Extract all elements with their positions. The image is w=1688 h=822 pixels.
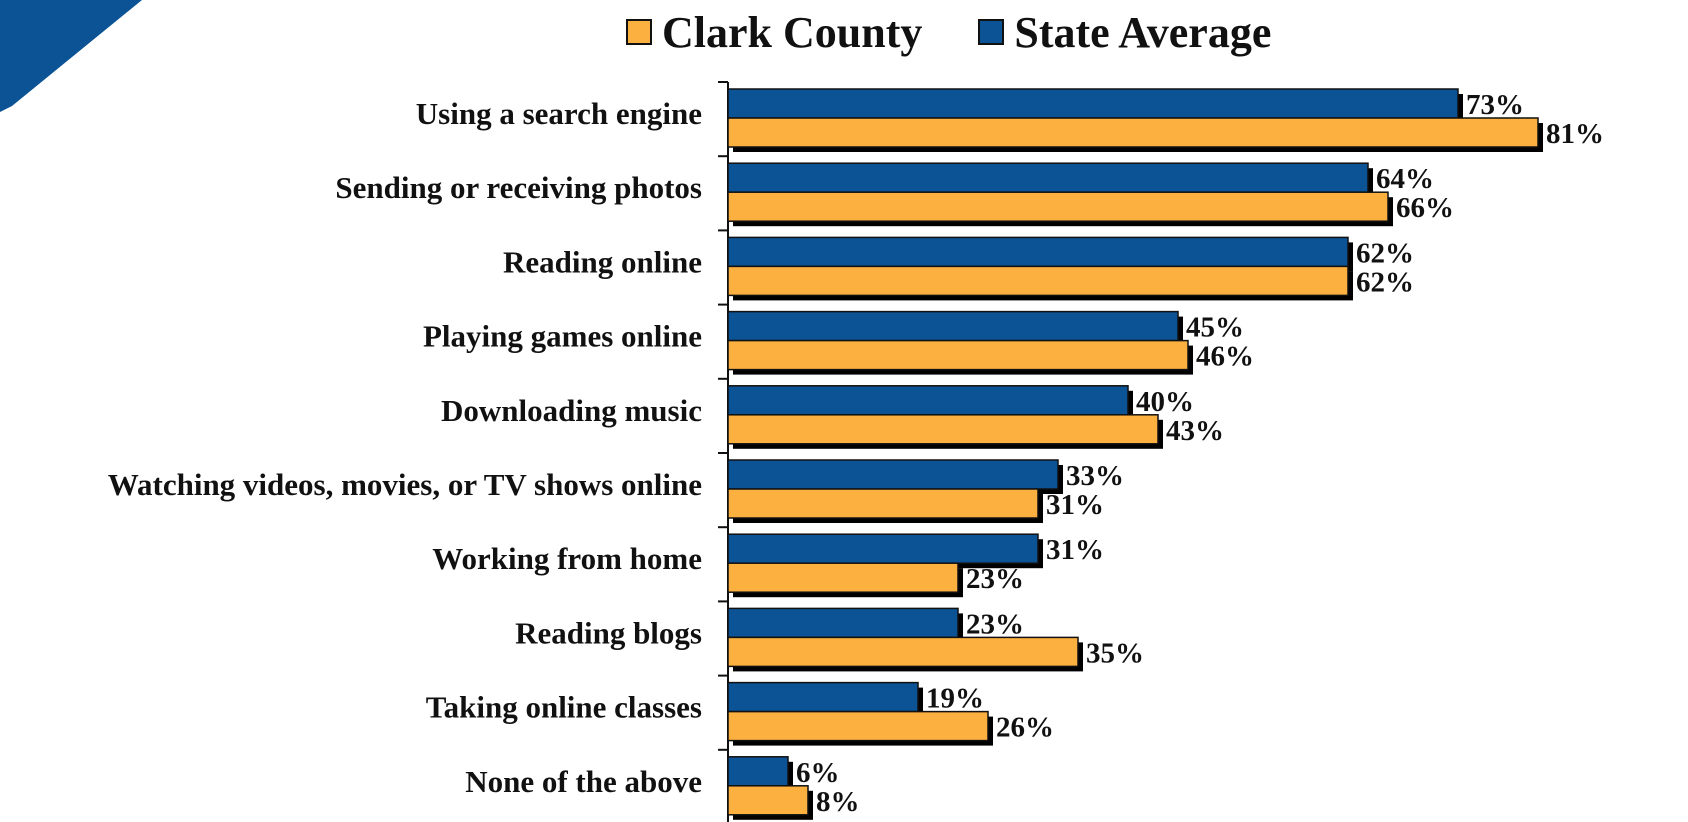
- bar-clark-county-sending-or-receiving-photos: [727, 191, 1389, 222]
- bar-state-average-reading-online: [727, 236, 1349, 268]
- legend-swatch-state-average: [978, 19, 1005, 45]
- bar-clark-county-reading-online: [727, 265, 1349, 297]
- bar-state-average-using-a-search-engine: [727, 88, 1459, 119]
- bar-state-average-playing-games-online: [727, 310, 1179, 342]
- value-label-state-average-playing-games-online: 45%: [1186, 312, 1244, 344]
- value-label-clark-county-playing-games-online: 46%: [1196, 341, 1254, 373]
- value-label-state-average-taking-online-classes: 19%: [926, 683, 984, 715]
- bar-state-average-downloading-music: [727, 385, 1129, 416]
- legend: Clark County State Average: [626, 4, 1327, 60]
- category-label-sending-or-receiving-photos: Sending or receiving photos: [335, 170, 702, 205]
- bar-state-average-none-of-the-above: [727, 756, 789, 787]
- category-label-none-of-the-above: None of the above: [465, 764, 702, 799]
- value-label-clark-county-watching-videos-movies-or-tv-shows-online: 31%: [1046, 489, 1104, 521]
- bar-state-average-working-from-home: [727, 533, 1039, 564]
- category-label-using-a-search-engine: Using a search engine: [416, 96, 702, 131]
- bar-clark-county-watching-videos-movies-or-tv-shows-online: [727, 488, 1039, 519]
- legend-label-state-average: State Average: [1014, 7, 1272, 57]
- value-label-state-average-using-a-search-engine: 73%: [1466, 89, 1524, 121]
- value-label-clark-county-sending-or-receiving-photos: 66%: [1396, 192, 1454, 224]
- category-label-reading-online: Reading online: [503, 244, 702, 279]
- category-label-playing-games-online: Playing games online: [423, 319, 702, 354]
- bar-clark-county-playing-games-online: [727, 339, 1189, 371]
- bar-state-average-taking-online-classes: [727, 681, 919, 713]
- bar-state-average-sending-or-receiving-photos: [727, 162, 1369, 193]
- category-label-downloading-music: Downloading music: [441, 393, 702, 428]
- category-label-reading-blogs: Reading blogs: [515, 615, 702, 650]
- bar-clark-county-downloading-music: [727, 414, 1159, 445]
- category-label-watching-videos-movies-or-tv-shows-online: Watching videos, movies, or TV shows onl…: [108, 467, 702, 502]
- legend-item-clark-county: Clark County: [626, 7, 922, 58]
- legend-label-clark-county: Clark County: [662, 7, 923, 57]
- value-label-clark-county-none-of-the-above: 8%: [816, 786, 860, 818]
- value-label-clark-county-reading-online: 62%: [1356, 266, 1414, 298]
- value-label-clark-county-taking-online-classes: 26%: [996, 712, 1054, 744]
- bar-clark-county-reading-blogs: [727, 636, 1079, 668]
- value-label-clark-county-using-a-search-engine: 81%: [1546, 118, 1604, 150]
- legend-item-state-average: State Average: [978, 7, 1271, 58]
- bar-clark-county-using-a-search-engine: [727, 117, 1539, 148]
- category-label-taking-online-classes: Taking online classes: [426, 690, 702, 725]
- value-label-state-average-none-of-the-above: 6%: [796, 757, 840, 789]
- legend-swatch-clark-county: [626, 19, 652, 45]
- bar-clark-county-taking-online-classes: [727, 710, 989, 742]
- value-label-state-average-downloading-music: 40%: [1136, 386, 1194, 418]
- value-label-state-average-reading-blogs: 23%: [966, 608, 1024, 640]
- bar-state-average-watching-videos-movies-or-tv-shows-online: [727, 459, 1059, 490]
- value-label-state-average-working-from-home: 31%: [1046, 534, 1104, 566]
- corner-decoration: [0, 0, 142, 112]
- category-label-working-from-home: Working from home: [432, 541, 702, 576]
- value-label-state-average-reading-online: 62%: [1356, 237, 1414, 269]
- bar-clark-county-working-from-home: [727, 562, 959, 593]
- bar-state-average-reading-blogs: [727, 607, 959, 639]
- value-label-state-average-watching-videos-movies-or-tv-shows-online: 33%: [1066, 460, 1124, 492]
- value-label-clark-county-reading-blogs: 35%: [1086, 637, 1144, 669]
- value-label-clark-county-downloading-music: 43%: [1166, 415, 1224, 447]
- value-label-state-average-sending-or-receiving-photos: 64%: [1376, 163, 1434, 195]
- bar-clark-county-none-of-the-above: [727, 785, 809, 816]
- value-label-clark-county-working-from-home: 23%: [966, 563, 1024, 595]
